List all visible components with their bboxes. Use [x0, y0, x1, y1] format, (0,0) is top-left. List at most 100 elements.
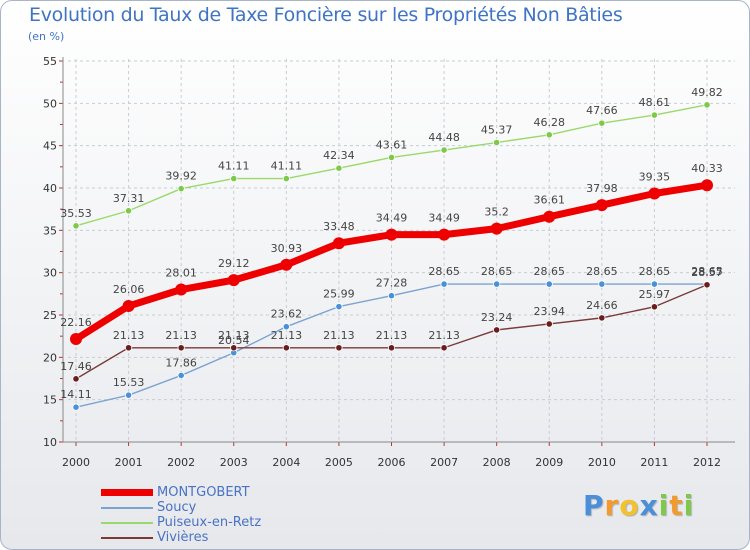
data-label-montgobert: 39.35 — [639, 171, 671, 184]
data-point-puiseux-en-retz — [650, 111, 659, 119]
data-point-vivi-res — [440, 344, 448, 352]
x-tick-label: 2000 — [62, 456, 90, 469]
data-point-montgobert — [332, 237, 345, 250]
y-tick-label: 25 — [43, 309, 57, 322]
data-label-vivi-res: 21.13 — [271, 329, 303, 342]
y-tick-label: 40 — [43, 182, 57, 195]
data-label-soucy: 28.65 — [639, 265, 671, 278]
series-layer — [70, 101, 713, 411]
data-label-vivi-res: 25.97 — [639, 288, 671, 301]
x-tick-label: 2003 — [220, 456, 248, 469]
data-point-puiseux-en-retz — [703, 101, 711, 109]
data-label-montgobert: 28.01 — [165, 267, 197, 280]
data-point-puiseux-en-retz — [72, 222, 80, 230]
data-point-montgobert — [648, 187, 661, 200]
data-label-soucy: 28.65 — [534, 265, 566, 278]
data-label-montgobert: 36.61 — [534, 194, 566, 207]
data-point-vivi-res — [230, 344, 238, 352]
data-label-montgobert: 30.93 — [271, 242, 303, 255]
data-label-puiseux-en-retz: 41.11 — [218, 160, 250, 173]
data-point-soucy — [72, 403, 80, 411]
logo-letter: r — [604, 489, 620, 522]
data-point-vivi-res — [650, 303, 659, 311]
data-point-puiseux-en-retz — [282, 175, 290, 183]
data-point-montgobert — [385, 228, 398, 241]
data-label-puiseux-en-retz: 46.28 — [534, 116, 566, 129]
data-label-soucy: 15.53 — [113, 376, 145, 389]
data-point-puiseux-en-retz — [598, 119, 606, 127]
data-label-vivi-res: 24.66 — [586, 299, 618, 312]
logo-letter: x — [639, 489, 659, 522]
data-point-vivi-res — [335, 344, 343, 352]
data-label-soucy: 28.65 — [586, 265, 618, 278]
data-label-puiseux-en-retz: 37.31 — [113, 192, 145, 205]
data-point-montgobert — [280, 258, 293, 271]
grid-layer — [68, 59, 735, 443]
data-label-vivi-res: 21.13 — [165, 329, 197, 342]
x-tick-label: 2005 — [325, 456, 353, 469]
legend-label-puiseux-en-retz: Puiseux-en-Retz — [157, 515, 262, 530]
data-point-vivi-res — [493, 326, 501, 334]
data-point-vivi-res — [387, 344, 396, 352]
legend-label-montgobert: MONTGOBERT — [157, 485, 250, 500]
data-point-soucy — [650, 280, 659, 288]
y-tick-label: 35 — [43, 224, 57, 237]
chart-subtitle: (en %) — [28, 30, 65, 43]
x-tick-label: 2011 — [640, 456, 668, 469]
axis-layer: 10 15 20 25 30 35 40 45 50 55 2000 2001 2002 2003 2004… — [43, 55, 735, 469]
x-tick-label: 2009 — [535, 456, 563, 469]
data-label-montgobert: 35.2 — [484, 206, 509, 219]
data-point-soucy — [124, 391, 133, 399]
data-label-soucy: 17.86 — [165, 356, 197, 369]
legend-swatch-montgobert — [101, 489, 153, 496]
data-label-montgobert: 40.33 — [691, 162, 723, 175]
data-label-soucy: 27.28 — [376, 277, 408, 290]
series-line-puiseux-en-retz — [75, 104, 708, 227]
data-label-vivi-res: 21.13 — [218, 329, 250, 342]
data-label-vivi-res: 17.46 — [60, 360, 92, 373]
x-tick-label: 2012 — [693, 456, 721, 469]
x-tick-label: 2002 — [167, 456, 195, 469]
x-tick-label: 2006 — [378, 456, 406, 469]
logo-letter: t — [669, 489, 684, 522]
y-tick-label: 20 — [43, 351, 57, 364]
data-point-puiseux-en-retz — [545, 131, 553, 139]
data-point-montgobert — [595, 199, 608, 212]
data-point-puiseux-en-retz — [124, 207, 133, 215]
data-point-vivi-res — [282, 344, 290, 352]
data-label-vivi-res: 21.13 — [113, 329, 145, 342]
legend-swatch-vivieres — [101, 537, 153, 539]
data-label-montgobert: 34.49 — [428, 212, 460, 225]
logo-letter: P — [583, 489, 605, 522]
y-tick-label: 10 — [43, 436, 57, 449]
data-label-montgobert: 37.98 — [586, 182, 618, 195]
data-label-puiseux-en-retz: 35.53 — [60, 207, 92, 220]
data-label-vivi-res: 23.94 — [534, 305, 566, 318]
data-label-montgobert: 34.49 — [376, 212, 408, 225]
data-point-montgobert — [227, 274, 240, 287]
data-label-montgobert: 26.06 — [113, 283, 145, 296]
data-point-soucy — [440, 280, 448, 288]
y-tick-label: 55 — [43, 55, 57, 68]
data-point-montgobert — [175, 283, 188, 296]
data-label-puiseux-en-retz: 45.37 — [481, 124, 513, 137]
data-point-soucy — [177, 371, 185, 380]
x-tick-label: 2007 — [430, 456, 458, 469]
data-point-montgobert — [490, 222, 503, 235]
data-label-montgobert: 33.48 — [323, 220, 355, 233]
data-label-montgobert: 22.16 — [60, 316, 92, 329]
data-point-vivi-res — [598, 314, 606, 322]
data-label-vivi-res: 21.13 — [323, 329, 355, 342]
data-label-layer: 35.53 37.31 39.92 41.11 41.11 42.34 43.61 44.48… — [60, 86, 723, 401]
data-point-vivi-res — [177, 344, 185, 352]
data-point-soucy — [282, 323, 290, 331]
data-point-montgobert — [701, 179, 713, 192]
legend-label-vivieres: Vivières — [157, 530, 209, 545]
data-point-montgobert — [70, 333, 82, 346]
x-tick-label: 2010 — [588, 456, 616, 469]
y-tick-label: 50 — [43, 97, 57, 110]
y-tick-label: 15 — [43, 394, 57, 407]
data-point-vivi-res — [72, 375, 80, 383]
data-point-soucy — [335, 303, 343, 311]
